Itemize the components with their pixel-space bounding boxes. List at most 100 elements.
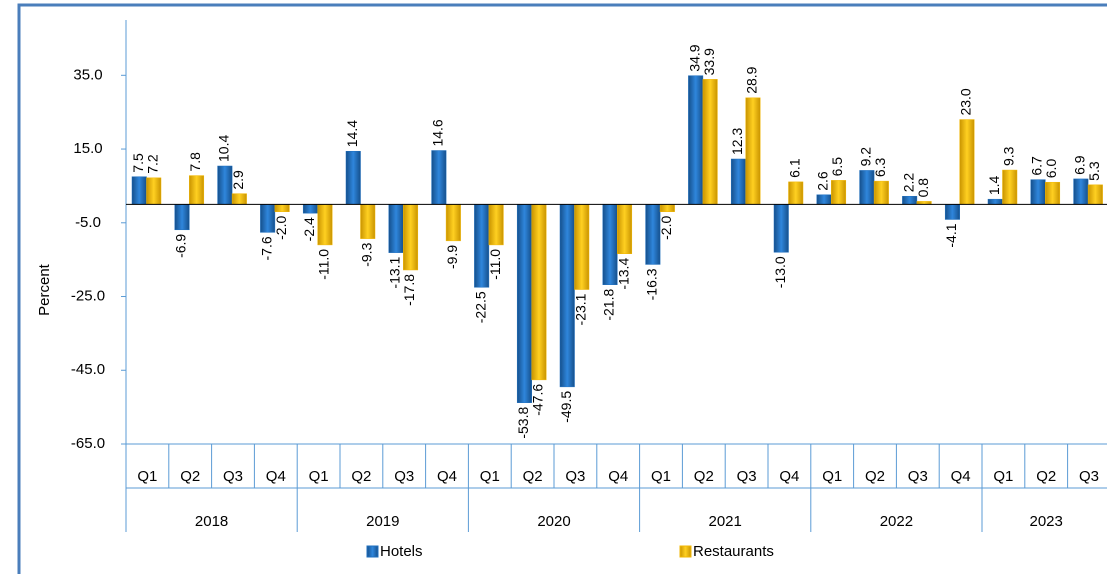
value-label: -47.6: [530, 384, 546, 416]
year-label: 2021: [709, 513, 742, 530]
x-tick-label: Q4: [951, 468, 971, 485]
bar: [174, 204, 190, 231]
year-label: 2023: [1030, 513, 1063, 530]
value-label: 7.2: [144, 154, 160, 174]
value-label: 6.5: [829, 157, 845, 177]
value-label: -53.8: [515, 407, 531, 439]
bar: [1073, 178, 1089, 205]
value-label: 2.6: [815, 171, 831, 191]
bar: [745, 97, 761, 205]
year-label: 2019: [366, 513, 399, 530]
x-tick-label: Q3: [394, 468, 414, 485]
x-tick-label: Q4: [779, 468, 799, 485]
value-label: -22.5: [472, 291, 488, 323]
value-label: 7.8: [187, 152, 203, 172]
y-tick-label: -25.0: [71, 287, 105, 304]
value-label: 5.3: [1086, 161, 1102, 181]
bar: [345, 151, 361, 205]
bar: [274, 204, 290, 212]
x-tick-label: Q3: [737, 468, 757, 485]
value-label: -21.8: [601, 289, 617, 321]
bar: [873, 180, 889, 205]
bar: [959, 119, 975, 205]
legend-label: Restaurants: [693, 543, 774, 560]
value-label: -13.0: [772, 256, 788, 288]
value-label: 34.9: [686, 44, 702, 71]
bar: [302, 204, 318, 214]
value-label: -16.3: [644, 268, 660, 300]
x-tick-label: Q4: [437, 468, 457, 485]
value-label: 10.4: [216, 135, 232, 162]
bar: [1030, 179, 1046, 205]
value-label: 6.7: [1029, 156, 1045, 176]
legend-swatch: [679, 545, 692, 558]
value-label: 6.3: [872, 157, 888, 177]
frame: [17, 3, 1107, 574]
bar: [403, 204, 419, 271]
value-label: -9.9: [444, 245, 460, 269]
value-label: -13.1: [387, 256, 403, 288]
bar: [730, 158, 746, 205]
x-tick-label: Q3: [565, 468, 585, 485]
year-label: 2020: [537, 513, 570, 530]
bar: [131, 176, 147, 205]
bar: [987, 198, 1003, 205]
value-label: -17.8: [401, 274, 417, 306]
value-label: -2.0: [273, 216, 289, 240]
x-tick-label: Q1: [993, 468, 1013, 485]
value-label: -9.3: [358, 242, 374, 266]
x-tick-label: Q2: [351, 468, 371, 485]
value-label: 6.9: [1072, 155, 1088, 175]
value-label: -2.4: [301, 217, 317, 241]
bar: [617, 204, 633, 255]
x-tick-label: Q1: [137, 468, 157, 485]
bar: [702, 79, 718, 205]
bar: [688, 75, 704, 205]
value-label: 6.1: [786, 158, 802, 178]
value-label: -11.0: [316, 249, 332, 280]
value-label: 23.0: [958, 88, 974, 115]
bar: [231, 193, 247, 205]
bar: [574, 204, 590, 290]
value-label: -49.5: [558, 391, 574, 423]
bar: [146, 177, 162, 205]
value-label: 2.9: [230, 170, 246, 190]
y-tick-label: 35.0: [73, 66, 102, 83]
value-label: 14.6: [430, 119, 446, 146]
year-label: 2018: [195, 513, 228, 530]
bar: [1045, 181, 1061, 205]
value-label: -6.9: [173, 234, 189, 258]
bar: [189, 175, 205, 205]
bar: [944, 204, 960, 220]
x-tick-label: Q2: [523, 468, 543, 485]
value-label: 1.4: [986, 176, 1002, 196]
x-tick-label: Q1: [480, 468, 500, 485]
value-label: 28.9: [744, 66, 760, 93]
bar: [516, 204, 532, 403]
bar: [831, 180, 847, 205]
y-tick-label: -65.0: [71, 435, 105, 452]
value-label: -13.4: [615, 258, 631, 290]
bar: [788, 181, 804, 205]
bar: [1002, 169, 1018, 205]
value-label: 2.2: [900, 173, 916, 193]
x-tick-label: Q2: [180, 468, 200, 485]
x-tick-label: Q1: [822, 468, 842, 485]
x-tick-label: Q2: [694, 468, 714, 485]
y-tick-label: -45.0: [71, 361, 105, 378]
x-tick-label: Q3: [908, 468, 928, 485]
value-label: 9.3: [1000, 146, 1016, 166]
value-label: 33.9: [701, 48, 717, 75]
x-tick-label: Q1: [651, 468, 671, 485]
x-tick-label: Q1: [309, 468, 329, 485]
y-axis-label: Percent: [36, 263, 53, 316]
bar: [773, 204, 789, 253]
value-label: 12.3: [729, 128, 745, 155]
value-label: -4.1: [943, 223, 959, 247]
bar: [360, 204, 376, 239]
x-tick-label: Q3: [1079, 468, 1099, 485]
bar: [317, 204, 333, 246]
legend-swatch: [366, 545, 379, 558]
